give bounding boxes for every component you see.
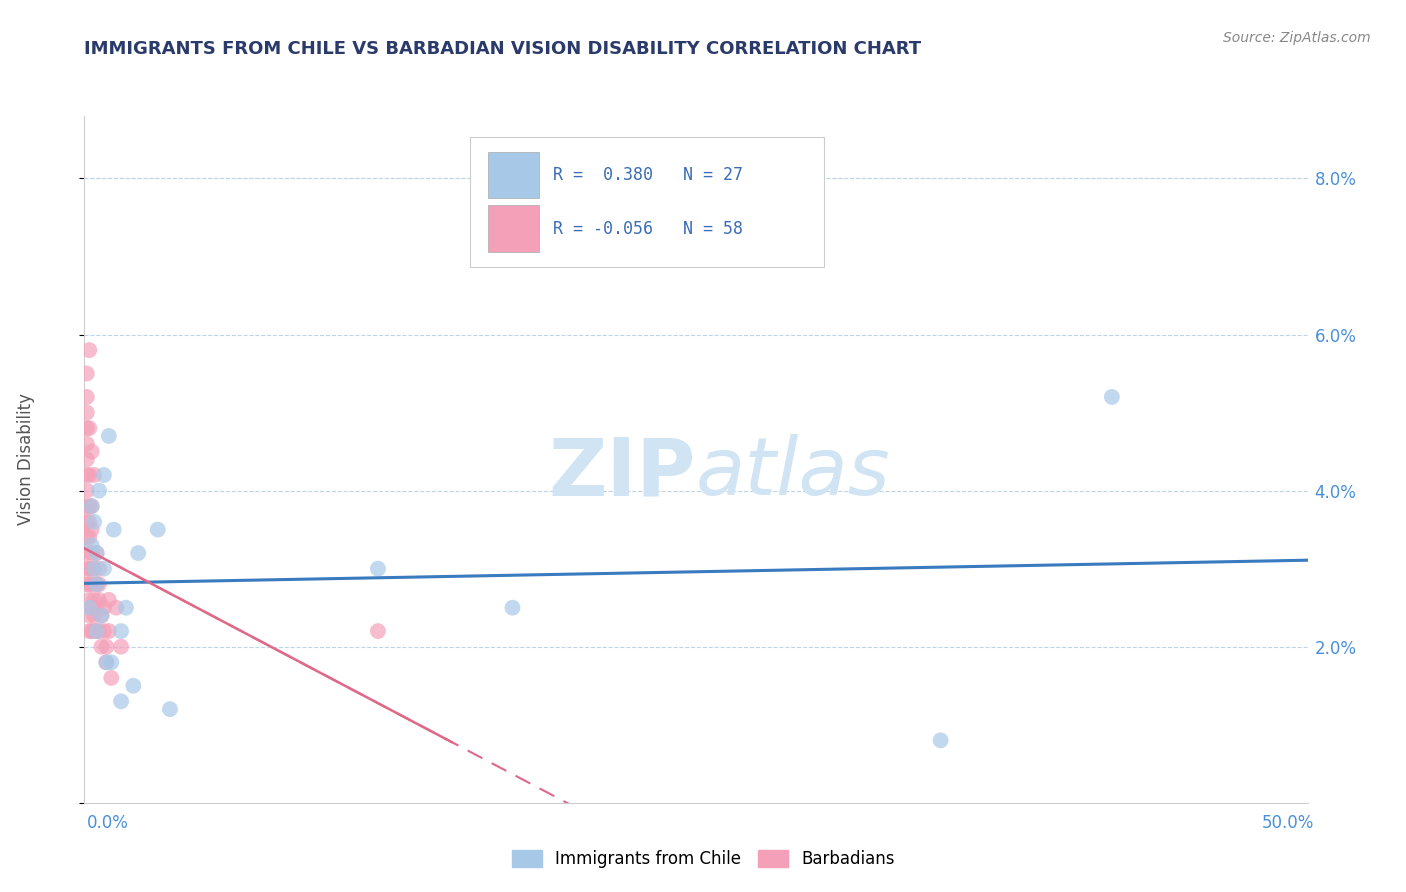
Point xyxy=(87,562,110,576)
Point xyxy=(80,523,103,537)
Point xyxy=(110,624,132,639)
Point xyxy=(77,600,100,615)
Y-axis label: Vision Disability: Vision Disability xyxy=(17,393,35,525)
Point xyxy=(80,624,103,639)
Point xyxy=(77,592,100,607)
Point xyxy=(76,405,98,420)
Point xyxy=(93,600,115,615)
Point xyxy=(159,702,181,716)
Point xyxy=(80,538,103,552)
Point xyxy=(80,444,103,458)
Point xyxy=(80,562,103,576)
Point xyxy=(83,608,105,623)
Point xyxy=(122,679,145,693)
Point xyxy=(127,546,149,560)
Point xyxy=(1101,390,1123,404)
Point xyxy=(96,655,118,669)
Point xyxy=(97,624,120,639)
Point xyxy=(76,467,98,482)
Point xyxy=(77,562,100,576)
Point xyxy=(77,624,100,639)
Point xyxy=(76,367,98,381)
Point xyxy=(110,640,132,654)
Point xyxy=(103,523,125,537)
Point xyxy=(80,600,103,615)
Point xyxy=(76,421,98,435)
FancyBboxPatch shape xyxy=(470,136,824,267)
Point xyxy=(77,577,100,591)
Point xyxy=(77,343,100,358)
Point xyxy=(90,608,112,623)
Point xyxy=(87,592,110,607)
Point xyxy=(115,600,138,615)
Text: IMMIGRANTS FROM CHILE VS BARBADIAN VISION DISABILITY CORRELATION CHART: IMMIGRANTS FROM CHILE VS BARBADIAN VISIO… xyxy=(84,40,921,58)
Point xyxy=(87,483,110,498)
Point xyxy=(93,562,115,576)
Point xyxy=(86,546,108,560)
Point xyxy=(146,523,169,537)
Point xyxy=(86,624,108,639)
Point xyxy=(83,562,105,576)
Text: 50.0%: 50.0% xyxy=(1263,814,1315,831)
Point xyxy=(86,577,108,591)
Point xyxy=(97,429,120,443)
Point xyxy=(929,733,952,747)
Point xyxy=(87,624,110,639)
Point xyxy=(502,600,524,615)
Bar xyxy=(488,205,540,252)
Point xyxy=(76,483,98,498)
Point xyxy=(93,467,115,482)
Point xyxy=(77,515,100,529)
Point xyxy=(83,562,105,576)
Text: atlas: atlas xyxy=(696,434,891,512)
Point xyxy=(80,500,103,514)
Point xyxy=(80,500,103,514)
Text: R = -0.056   N = 58: R = -0.056 N = 58 xyxy=(553,219,742,237)
Point xyxy=(97,592,120,607)
Point xyxy=(77,608,100,623)
Point xyxy=(96,655,118,669)
Point xyxy=(367,562,389,576)
Point xyxy=(100,655,122,669)
Bar xyxy=(488,152,540,198)
Point xyxy=(76,562,98,576)
Text: ZIP: ZIP xyxy=(548,434,696,512)
Point xyxy=(76,577,98,591)
Point xyxy=(100,671,122,685)
Point xyxy=(80,546,103,560)
Point xyxy=(83,467,105,482)
Point xyxy=(105,600,128,615)
Point xyxy=(93,624,115,639)
Point xyxy=(96,640,118,654)
Point xyxy=(86,546,108,560)
Point xyxy=(90,640,112,654)
Point xyxy=(77,467,100,482)
Legend: Immigrants from Chile, Barbadians: Immigrants from Chile, Barbadians xyxy=(505,843,901,875)
Text: 0.0%: 0.0% xyxy=(87,814,129,831)
Point xyxy=(77,530,100,544)
Point xyxy=(90,608,112,623)
Point xyxy=(76,437,98,451)
Point xyxy=(110,694,132,708)
Point xyxy=(87,577,110,591)
Point xyxy=(77,500,100,514)
Point xyxy=(76,452,98,467)
Point xyxy=(77,421,100,435)
Point xyxy=(76,500,98,514)
Point xyxy=(76,530,98,544)
Point xyxy=(86,624,108,639)
Text: Source: ZipAtlas.com: Source: ZipAtlas.com xyxy=(1223,31,1371,45)
Point xyxy=(86,600,108,615)
Point xyxy=(76,515,98,529)
Point xyxy=(80,577,103,591)
Point xyxy=(76,546,98,560)
Point xyxy=(83,624,105,639)
Point xyxy=(76,390,98,404)
Point xyxy=(83,592,105,607)
Point xyxy=(83,515,105,529)
Point xyxy=(367,624,389,639)
Text: R =  0.380   N = 27: R = 0.380 N = 27 xyxy=(553,166,742,184)
Point xyxy=(86,577,108,591)
